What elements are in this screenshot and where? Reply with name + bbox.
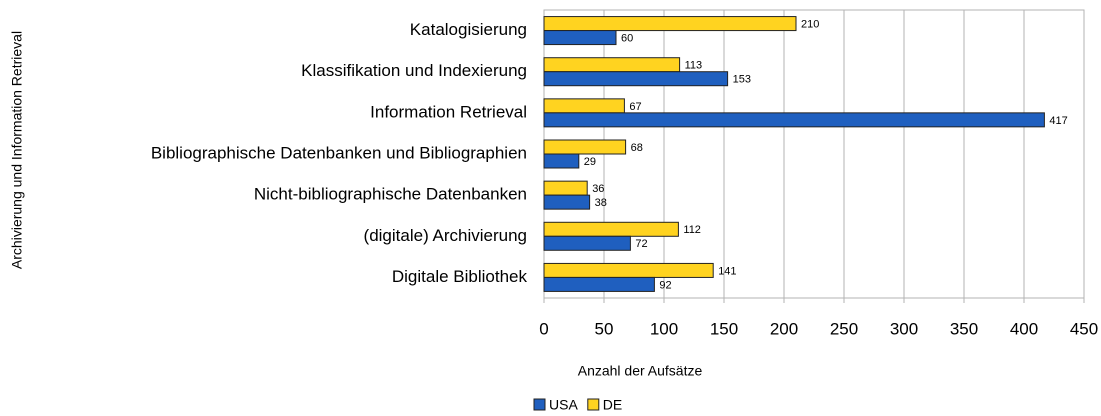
y-axis-label: Archivierung und Information Retrieval — [9, 31, 25, 269]
value-label: 92 — [659, 279, 671, 291]
bar — [543, 98, 625, 114]
value-label: 72 — [635, 238, 647, 250]
value-label: 141 — [718, 265, 736, 277]
value-label: 68 — [631, 142, 643, 154]
value-label: 29 — [584, 156, 596, 168]
legend-swatch — [587, 398, 600, 411]
bar — [543, 139, 627, 155]
y-tick-label: Information Retrieval — [370, 102, 527, 121]
x-tick-label: 150 — [710, 319, 738, 338]
bar — [543, 153, 580, 169]
value-label: 38 — [595, 197, 607, 209]
bar — [543, 71, 729, 87]
x-axis-label: Anzahl der Aufsätze — [578, 363, 703, 379]
bar — [543, 262, 714, 278]
x-tick-label: 100 — [650, 319, 678, 338]
bar — [543, 30, 617, 46]
bar — [543, 221, 679, 237]
y-tick-label: (digitale) Archivierung — [364, 226, 527, 245]
x-tick-label: 50 — [595, 319, 614, 338]
x-tick-label: 250 — [830, 319, 858, 338]
x-tick-label: 300 — [890, 319, 918, 338]
value-label: 153 — [733, 74, 751, 86]
legend-label: USA — [549, 397, 578, 413]
value-label: 417 — [1049, 115, 1067, 127]
y-tick-label: Katalogisierung — [410, 20, 527, 39]
x-tick-label: 450 — [1070, 319, 1098, 338]
x-tick-label: 350 — [950, 319, 978, 338]
x-tick-label: 0 — [539, 319, 548, 338]
bar — [543, 194, 591, 210]
bar — [543, 112, 1045, 128]
x-tick-label: 400 — [1010, 319, 1038, 338]
bar — [543, 16, 797, 32]
y-tick-label: Bibliographische Datenbanken und Bibliog… — [151, 143, 527, 162]
legend-swatch — [533, 398, 546, 411]
x-tick-label: 200 — [770, 319, 798, 338]
y-tick-label: Klassifikation und Indexierung — [301, 61, 527, 80]
bar — [543, 57, 681, 73]
y-tick-label: Digitale Bibliothek — [392, 267, 528, 286]
value-label: 36 — [592, 183, 604, 195]
value-label: 60 — [621, 32, 633, 44]
value-label: 112 — [683, 224, 701, 236]
bar — [543, 235, 631, 251]
bar — [543, 276, 655, 292]
value-label: 67 — [629, 101, 641, 113]
value-label: 210 — [801, 18, 819, 30]
bar — [543, 180, 588, 196]
y-tick-label: Nicht-bibliographische Datenbanken — [254, 185, 527, 204]
legend-label: DE — [603, 397, 622, 413]
value-label: 113 — [685, 60, 703, 72]
